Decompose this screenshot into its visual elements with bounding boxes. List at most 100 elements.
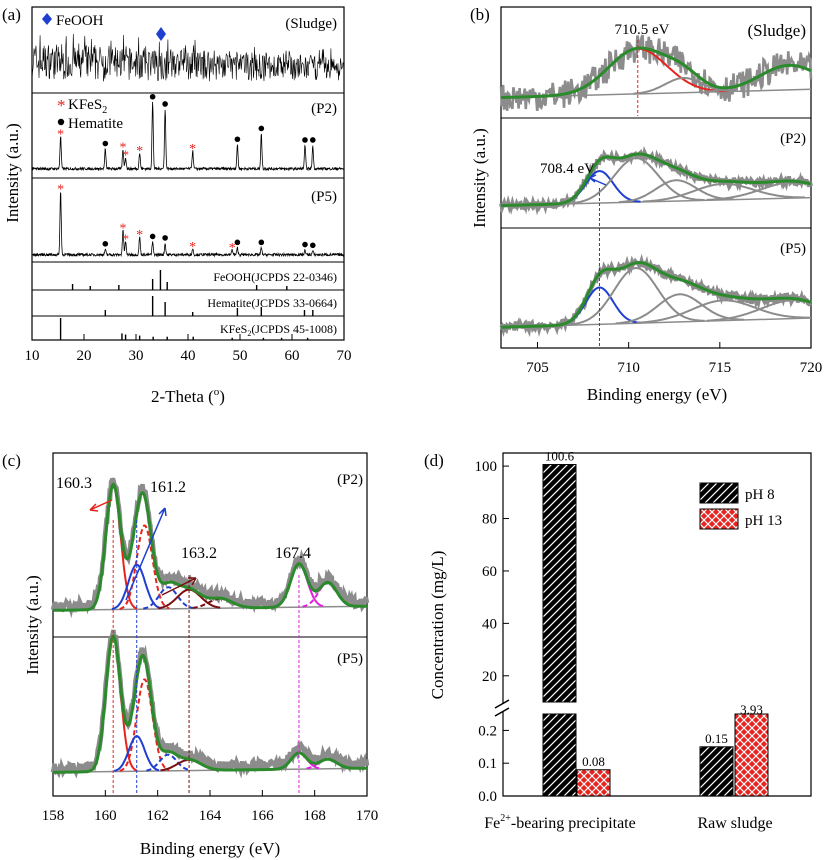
y-tick-label: 0.0 (478, 789, 497, 805)
series-sludge-pattern (31, 33, 345, 82)
xrd-trace (31, 101, 345, 172)
feooh-peak-marker-icon (156, 27, 166, 41)
series-p5-pattern: *** ** * (31, 182, 345, 258)
kfes2-peak-marker: * (122, 148, 129, 163)
fit-component (119, 524, 170, 610)
label-sludge: (Sludge) (747, 21, 806, 40)
fit-component (636, 299, 811, 324)
x-tick-label: 30 (129, 348, 144, 364)
bar-value-label: 0.08 (582, 754, 605, 769)
x-axis-ticks: 705 710 715 720 (526, 342, 822, 376)
annotation-160-3: 160.3 (56, 475, 92, 492)
label-p2: (P2) (780, 131, 806, 147)
kfes2-peak-marker: * (189, 142, 196, 157)
hematite-peak-marker (302, 137, 308, 143)
label-p5: (P5) (337, 651, 363, 667)
fit-envelope (501, 46, 812, 99)
x-tick-label: 60 (285, 348, 300, 364)
x-tick-label: 160 (94, 808, 117, 824)
xps-fe2p-spectra (499, 34, 813, 346)
annotation-167-4: 167.4 (275, 545, 311, 562)
bar (699, 746, 734, 797)
category-fe2-precipitate: Fe2+-bearing precipitate (484, 813, 635, 832)
xps-s2p-spectra (50, 477, 370, 794)
hematite-peak-marker (310, 137, 316, 143)
y-tick-label: 60 (482, 564, 497, 580)
fit-component (567, 266, 705, 326)
x-tick-label: 168 (303, 808, 326, 824)
diamond-marker-icon (42, 13, 52, 25)
x-axis-title: 2-Theta (o) (151, 386, 225, 406)
dot-marker-icon (57, 118, 65, 126)
bar (542, 464, 577, 703)
y-tick-label: 100 (475, 459, 498, 475)
annotation-163-2: 163.2 (181, 545, 217, 562)
x-tick-label: 170 (356, 808, 379, 824)
legend-kfes2: KFeS2 (68, 97, 107, 116)
legend-ph8: pH 8 (745, 487, 775, 503)
x-tick-label: 166 (251, 808, 274, 824)
hematite-peak-marker (149, 93, 156, 100)
kfes2-peak-marker: * (136, 144, 143, 159)
panel-b: (b) 705 710 715 720 710.5 eV 708.4 eV (Slud… (470, 5, 822, 404)
y-tick-label: 0.1 (478, 756, 497, 772)
raw-spectrum (499, 34, 813, 111)
kfes2-peak-marker: * (122, 233, 129, 248)
arrow-161-2 (125, 507, 167, 601)
bar (734, 713, 769, 797)
arrow-708-4 (589, 174, 607, 186)
ref-hematite-label: Hematite(JCPDS 33-0664) (207, 296, 337, 310)
x-tick-label: 70 (337, 348, 352, 364)
fit-component (146, 753, 190, 772)
x-tick-label: 158 (42, 808, 65, 824)
x-tick-label: 162 (146, 808, 169, 824)
panel-d-label: (d) (424, 451, 444, 470)
panel-b-label: (b) (470, 5, 490, 24)
series-p2-pattern: *** * * (31, 93, 345, 172)
legend-hematite: Hematite (68, 116, 123, 132)
hematite-peak-marker (302, 241, 308, 248)
fit-envelope (53, 482, 368, 612)
y-tick-label: 80 (482, 512, 497, 528)
kfes2-peak-marker: * (136, 228, 143, 243)
x-tick-label: 164 (199, 808, 222, 824)
y-tick-label: 20 (482, 669, 497, 685)
fit-envelope (501, 152, 812, 208)
y-tick-label: 40 (482, 616, 497, 632)
x-tick-label: 20 (77, 348, 92, 364)
fit-component (615, 293, 744, 325)
x-tick-label: 720 (800, 360, 823, 376)
x-tick-label: 705 (526, 360, 549, 376)
annotation-710-5: 710.5 eV (615, 22, 670, 38)
kfes2-peak-marker: * (57, 128, 64, 143)
x-axis-title: Binding energy (eV) (140, 839, 280, 858)
bar (576, 769, 611, 797)
bar (542, 713, 577, 797)
bar-value-label: 3.93 (740, 702, 763, 717)
fit-component (706, 299, 812, 322)
x-tick-label: 710 (617, 360, 640, 376)
fit-component (143, 586, 193, 610)
legend-feooh: FeOOH (56, 13, 104, 29)
panel-b-frame (500, 6, 812, 349)
hematite-peak-marker (258, 125, 265, 132)
panel-a: (a) *** * * *** ** * 10 20 30 40 50 60 70 FeOOH (S… (2, 5, 352, 406)
y-axis-title: Intensity (a.u.) (3, 123, 22, 223)
star-marker-icon: * (57, 96, 66, 115)
concentration-bar-chart: 20 40 60 80 100 0.0 0.1 0.2 100.6 0.15 0.08 3.93 (475, 449, 812, 805)
panel-c: (c) 158 160 162 164 166 168 170 160.3 161.2 16… (2, 451, 378, 858)
label-sludge: (Sludge) (285, 16, 337, 32)
kfes2-peak-marker: * (120, 222, 127, 237)
legend-swatch-ph8 (699, 482, 739, 504)
axis-break-mark (494, 699, 510, 717)
kfes2-peak-marker: * (120, 141, 127, 156)
hematite-peak-marker (310, 242, 316, 249)
x-tick-label: 40 (181, 348, 196, 364)
hematite-peak-marker (102, 241, 109, 247)
annotation-708-4: 708.4 eV (540, 161, 595, 177)
fit-component (642, 182, 805, 203)
ref-kfes2-label: KFeS2(JCPDS 45-1008) (220, 322, 337, 338)
kfes2-peak-marker: * (189, 240, 196, 255)
x-axis-ticks: 158 160 162 164 166 168 170 (42, 790, 379, 824)
